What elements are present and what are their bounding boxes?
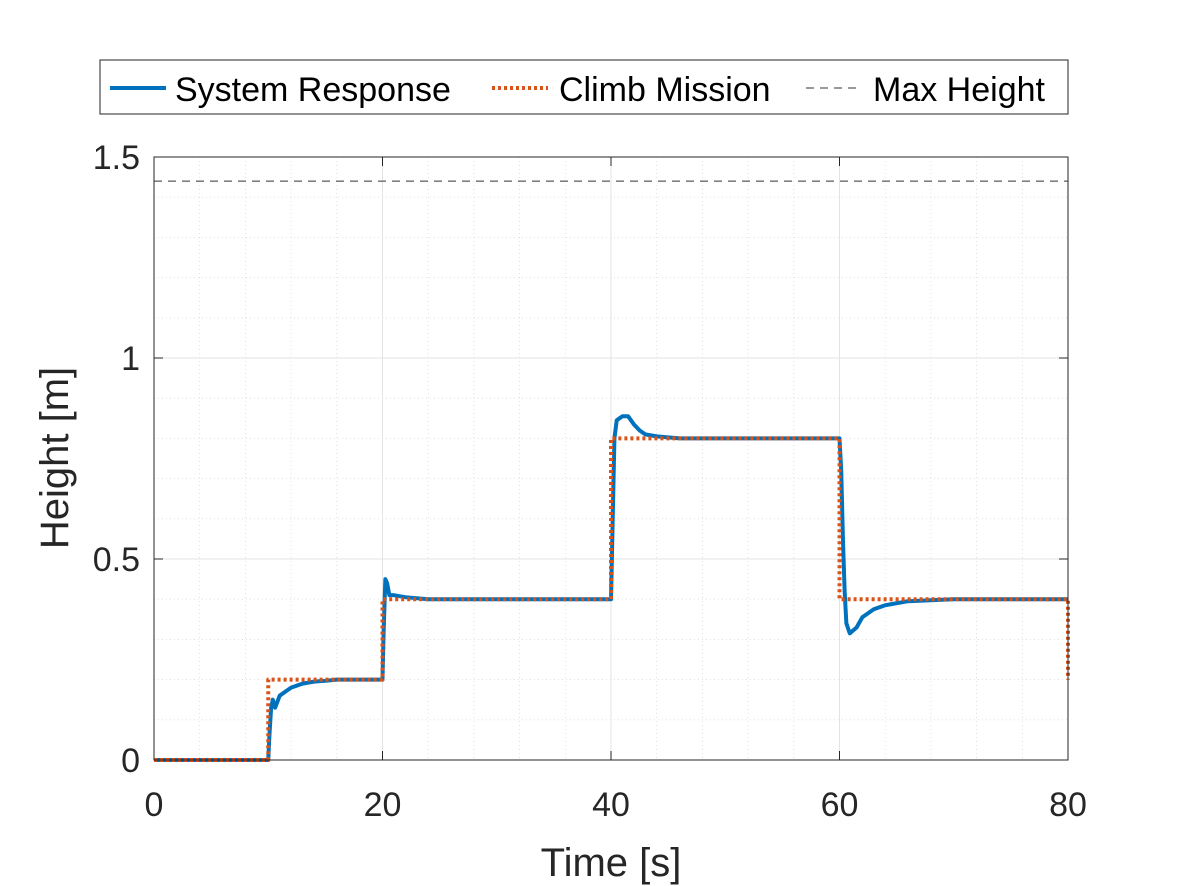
y-axis-label: Height [m] — [33, 367, 77, 549]
y-tick-labels: 0 0.5 1 1.5 — [93, 139, 140, 780]
series-line-climb-mission — [154, 436, 1070, 762]
legend-label-system-response: System Response — [175, 71, 451, 109]
y-tick-label: 0 — [121, 742, 140, 780]
legend-label-climb-mission: Climb Mission — [559, 71, 771, 109]
x-tick-label: 60 — [821, 786, 859, 824]
y-tick-label: 1 — [121, 340, 140, 378]
x-tick-labels: 0 20 40 60 80 — [145, 786, 1087, 824]
legend-label-max-height: Max Height — [873, 71, 1046, 109]
y-tick-label: 0.5 — [93, 541, 140, 579]
x-tick-label: 0 — [145, 786, 164, 824]
y-tick-label: 1.5 — [93, 139, 140, 177]
series-layer — [154, 180, 1070, 762]
x-tick-label: 20 — [364, 786, 402, 824]
ticks — [153, 156, 1069, 761]
legend-box — [99, 59, 1069, 115]
legend: System Response Climb Mission Max Height — [99, 59, 1069, 115]
x-tick-label: 40 — [592, 786, 630, 824]
x-tick-label: 80 — [1049, 786, 1087, 824]
x-axis-label: Time [s] — [541, 841, 682, 885]
